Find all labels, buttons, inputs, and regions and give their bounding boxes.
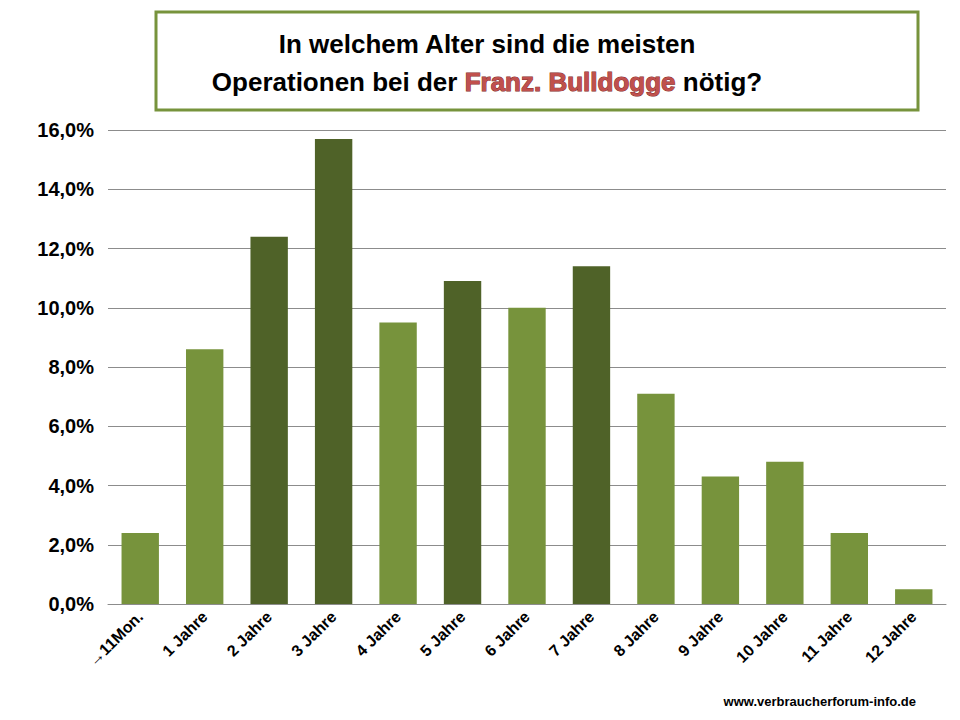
svg-text:→11Mon.: →11Mon. (85, 608, 147, 670)
svg-text:9 Jahre: 9 Jahre (675, 608, 727, 660)
svg-text:10,0%: 10,0% (37, 297, 94, 319)
svg-text:12 Jahre: 12 Jahre (862, 608, 920, 666)
svg-text:1 Jahre: 1 Jahre (159, 608, 211, 660)
svg-text:6 Jahre: 6 Jahre (481, 608, 533, 660)
svg-text:3 Jahre: 3 Jahre (288, 608, 340, 660)
svg-text:14,0%: 14,0% (37, 178, 94, 200)
svg-text:6,0%: 6,0% (48, 415, 94, 437)
svg-text:8 Jahre: 8 Jahre (610, 608, 662, 660)
svg-text:5 Jahre: 5 Jahre (417, 608, 469, 660)
svg-text:10 Jahre: 10 Jahre (733, 608, 791, 666)
svg-text:In welchem Alter sind die meis: In welchem Alter sind die meisten (279, 29, 696, 59)
svg-text:16,0%: 16,0% (37, 119, 94, 141)
svg-text:4 Jahre: 4 Jahre (352, 608, 404, 660)
svg-text:8,0%: 8,0% (48, 356, 94, 378)
svg-text:2 Jahre: 2 Jahre (224, 608, 276, 660)
svg-text:nötig?: nötig? (676, 67, 763, 97)
svg-text:2,0%: 2,0% (48, 534, 94, 556)
svg-text:12,0%: 12,0% (37, 238, 94, 260)
svg-text:Operationen bei der: Operationen bei der (212, 67, 465, 97)
svg-text:0,0%: 0,0% (48, 593, 94, 615)
svg-text:Franz. Bulldogge: Franz. Bulldogge (465, 67, 676, 97)
svg-text:7 Jahre: 7 Jahre (546, 608, 598, 660)
svg-text:11 Jahre: 11 Jahre (798, 608, 855, 665)
svg-text:4,0%: 4,0% (48, 475, 94, 497)
svg-text:www.verbraucherforum-info.de: www.verbraucherforum-info.de (723, 694, 916, 709)
